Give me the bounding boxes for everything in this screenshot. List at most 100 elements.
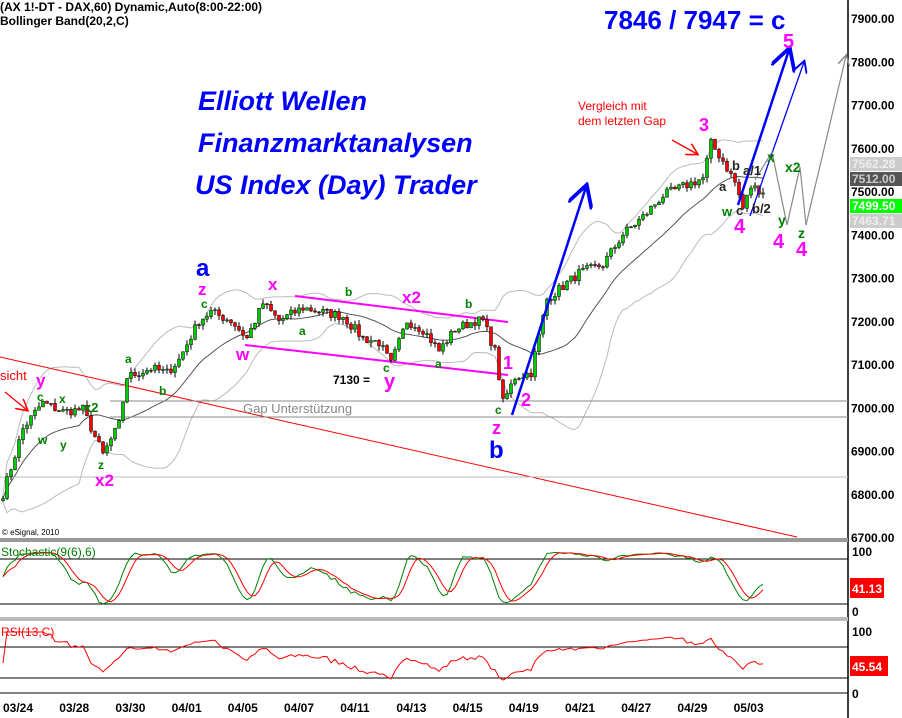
candle <box>157 364 161 371</box>
candle <box>73 408 77 416</box>
last-price-value: 7499.50 <box>852 199 896 213</box>
candle <box>397 338 401 350</box>
candle <box>717 149 721 159</box>
candle <box>85 405 89 416</box>
date-tick: 04/13 <box>396 701 426 715</box>
candle <box>561 285 565 290</box>
candle <box>681 182 685 186</box>
candle <box>605 256 609 268</box>
candle <box>109 438 113 447</box>
candle <box>177 358 181 367</box>
candle <box>697 179 701 186</box>
candle <box>505 393 509 399</box>
wave-label: x2 <box>402 288 421 307</box>
candle <box>77 408 81 411</box>
candle <box>209 310 213 317</box>
candle <box>193 324 197 340</box>
candle <box>153 364 157 371</box>
candle <box>145 370 149 374</box>
wave-label: a <box>196 255 210 282</box>
candle <box>353 324 357 330</box>
wave-label: 1 <box>503 353 513 373</box>
candle <box>289 309 293 315</box>
price-tick: 6700.00 <box>851 531 895 545</box>
candle <box>705 157 709 178</box>
candle <box>477 316 481 326</box>
date-tick: 04/01 <box>172 701 202 715</box>
candle <box>321 309 325 313</box>
stoch-k-line <box>2 551 764 605</box>
stoch-tick: 0 <box>852 605 859 619</box>
wave-label: b <box>465 297 472 311</box>
candle <box>493 345 497 348</box>
candle <box>385 345 389 354</box>
lower-band-value: 7463.71 <box>852 214 896 228</box>
candle <box>173 365 177 373</box>
candle <box>69 409 73 416</box>
price-axis: 7900.00 7800.00 7700.00 7600.00 7500.00 7400.… <box>851 12 895 545</box>
candle <box>509 383 513 394</box>
wave-label: 4 <box>773 231 785 253</box>
rsi-value-marker <box>850 656 888 676</box>
candle <box>201 318 205 326</box>
candle <box>405 322 409 330</box>
wave-label: z <box>98 458 104 472</box>
wave-label: b/2 <box>752 201 771 216</box>
candle <box>237 326 241 331</box>
lower-band-marker <box>850 214 902 228</box>
candle <box>141 372 145 377</box>
candle <box>257 307 261 324</box>
candle <box>497 346 501 381</box>
candle <box>589 264 593 266</box>
candle <box>569 275 573 282</box>
gap-support-label: Gap Unterstützung <box>243 401 352 416</box>
candle <box>529 372 533 378</box>
date-tick: 04/29 <box>677 701 707 715</box>
candle <box>25 424 29 429</box>
candle <box>53 403 57 411</box>
candle <box>21 428 25 440</box>
price-tick: 7000.00 <box>851 401 895 415</box>
candle <box>33 409 37 416</box>
candle <box>469 322 473 329</box>
candle <box>317 311 321 314</box>
candle <box>449 330 453 343</box>
candle <box>213 309 217 312</box>
candle <box>601 266 605 268</box>
candle <box>649 205 653 215</box>
candle <box>41 400 45 408</box>
candle <box>685 182 689 189</box>
candle <box>293 309 297 314</box>
candle <box>633 225 637 228</box>
candle <box>217 309 221 316</box>
candle <box>433 342 437 345</box>
candle <box>517 378 521 380</box>
candle <box>357 324 361 337</box>
candle <box>121 401 125 421</box>
candle <box>13 457 17 471</box>
candle <box>625 226 629 236</box>
wave-label: x2 <box>95 471 114 490</box>
wave-label: b <box>345 285 352 299</box>
date-tick: 04/21 <box>565 701 595 715</box>
candle <box>613 247 617 250</box>
candle <box>281 318 285 321</box>
candle <box>101 441 105 454</box>
upper-band-value: 7562.28 <box>852 157 896 171</box>
candle <box>733 173 737 183</box>
candle <box>577 269 581 282</box>
candle <box>645 213 649 216</box>
candle <box>253 323 257 329</box>
candle <box>117 420 121 429</box>
candle <box>17 439 21 458</box>
candle <box>221 315 225 321</box>
candle <box>729 170 733 174</box>
candle <box>489 326 493 346</box>
date-tick: 04/07 <box>284 701 314 715</box>
candle <box>481 316 485 320</box>
wave-label: x <box>59 392 66 406</box>
wave-label: b <box>489 437 504 464</box>
candle <box>325 309 329 311</box>
candle <box>189 338 193 346</box>
channel-lower <box>244 344 509 376</box>
